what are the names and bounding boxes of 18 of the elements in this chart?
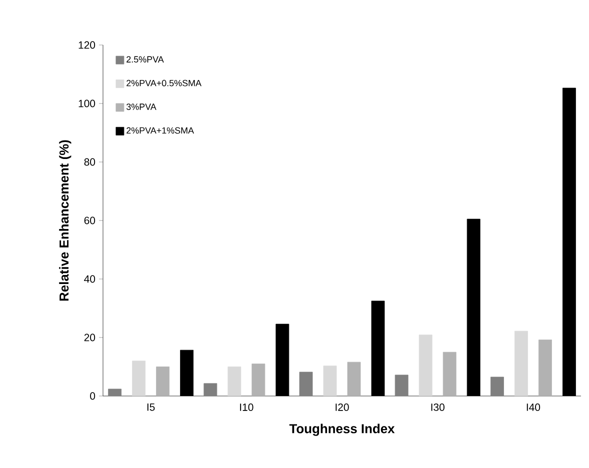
legend-label: 2.5%PVA [126, 56, 164, 63]
y-tick-label: 80 [84, 158, 96, 166]
legend-label: 3%PVA [126, 104, 156, 110]
y-tick-label: 120 [78, 41, 96, 49]
legend-label: 2%PVA+1%SMA [126, 127, 194, 134]
legend-label: 2%PVA+0.5%SMA [126, 80, 202, 86]
x-tick-label: I10 [240, 404, 254, 411]
y-tick-label: 60 [84, 216, 96, 224]
y-tick-label: 100 [78, 100, 96, 108]
x-tick-label: I30 [431, 404, 444, 411]
x-tick-label: I20 [336, 404, 349, 411]
y-tick-label: 0 [90, 392, 96, 400]
y-axis-title: Relative Enhancement (%) [59, 140, 72, 301]
x-tick-label: I40 [526, 404, 540, 411]
x-axis-title: Toughness Index [289, 424, 395, 436]
x-tick-label: I5 [147, 404, 155, 411]
y-tick-label: 20 [84, 334, 96, 342]
y-tick-label: 40 [84, 275, 96, 283]
